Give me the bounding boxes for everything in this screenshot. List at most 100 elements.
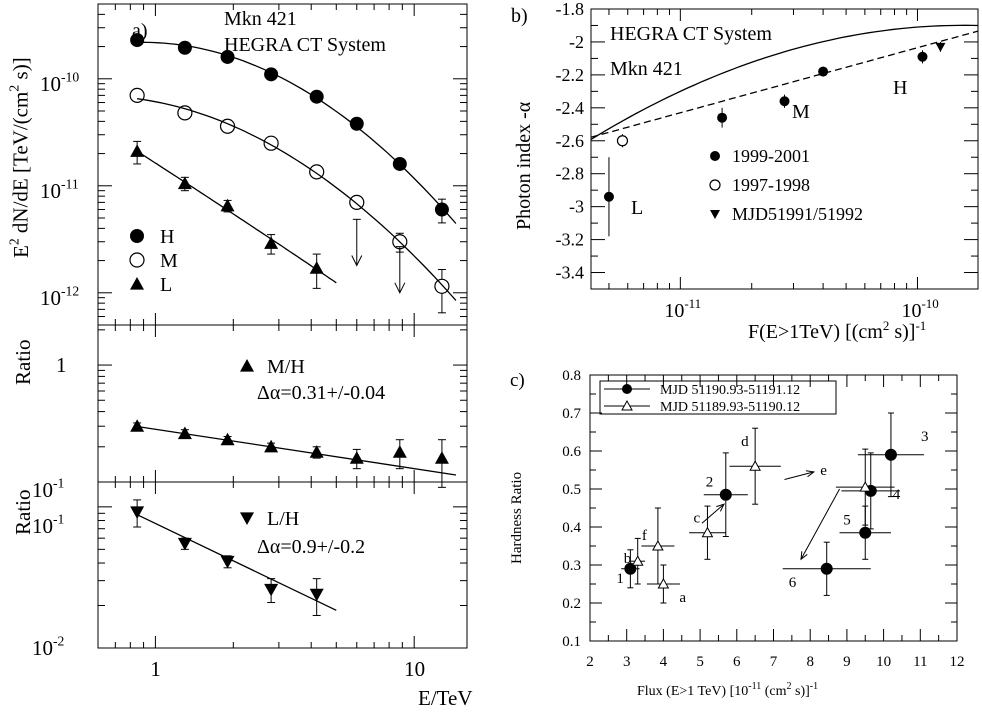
- data-point-L: [264, 236, 279, 249]
- data-point: [820, 562, 833, 575]
- panel-a-mid-ytick-label: 10-1: [32, 476, 64, 502]
- x-tick-label: 10: [404, 657, 425, 681]
- panel-a-top-ytick-label: 10-12: [40, 283, 79, 309]
- trajectory-arrow: [784, 471, 814, 480]
- x-tick-label: 1: [150, 657, 161, 681]
- data-point-1999-2001: [717, 112, 728, 123]
- data-point: [701, 526, 714, 538]
- data-point-H: [177, 40, 192, 55]
- panel-c-legend-box: [599, 380, 837, 415]
- fit-curve-L: [136, 150, 337, 284]
- panel-b-label: b): [511, 5, 528, 27]
- legend-label: H: [160, 226, 174, 248]
- data-point-M/H: [349, 451, 364, 464]
- panel-b-title-line: Mkn 421: [610, 58, 683, 80]
- panel-a-mid-ylabel: Ratio: [11, 340, 35, 386]
- data-point: [719, 488, 732, 501]
- panel-c-xtick-label: 2: [586, 654, 594, 670]
- data-point-1999-2001: [779, 96, 790, 107]
- data-point-1999-2001: [818, 66, 829, 77]
- legend-label: L/H: [267, 508, 299, 530]
- fit-curve-M: [137, 98, 457, 301]
- point-label: 4: [893, 487, 901, 503]
- point-label: 5: [843, 513, 851, 529]
- panel-b-ytick-label: -2.8: [556, 164, 585, 184]
- legend-marker-M: [129, 252, 145, 268]
- data-point-M/H: [220, 432, 235, 446]
- point-label: f: [642, 528, 647, 544]
- fit-line-dashed: [590, 30, 979, 138]
- point-label: c: [693, 511, 700, 527]
- data-point-M/H: [130, 419, 145, 432]
- panel-b-xtick-label: 10-11: [664, 296, 701, 322]
- panel-c-ytick-label: 0.8: [562, 368, 581, 384]
- annotation: Δα=0.31+/-0.04: [257, 382, 385, 404]
- point-label: d: [741, 434, 749, 450]
- point-label: b: [624, 551, 632, 567]
- panel-c-xtick-label: 5: [696, 654, 704, 670]
- panel-c-xtick-label: 9: [843, 654, 851, 670]
- data-point-1997-1998: [616, 135, 629, 147]
- panel-a-title-line: HEGRA CT System: [224, 34, 386, 56]
- panel-c-ytick-label: 0.5: [562, 482, 581, 498]
- fit-curve-H: [137, 41, 457, 224]
- data-point-L/H: [309, 588, 324, 602]
- data-point-M/H: [392, 445, 407, 458]
- data-point-H: [349, 116, 364, 131]
- trajectory-arrow: [800, 488, 840, 560]
- data-point: [884, 448, 897, 461]
- legend-marker-L: [130, 277, 144, 290]
- data-point-M/H: [309, 445, 324, 458]
- data-point-M/H: [434, 451, 449, 464]
- panel-b-title-line: HEGRA CT System: [610, 23, 772, 45]
- panel-a-title-line: Mkn 421: [224, 8, 297, 30]
- data-point: [859, 526, 872, 539]
- fit-curve-solid: [590, 24, 979, 141]
- panel-a-bot-ytick-label: 10-1: [32, 512, 64, 538]
- data-point-M/H: [177, 426, 192, 440]
- panel-c-xtick-label: 10: [876, 654, 891, 670]
- point-label: 2: [706, 475, 714, 491]
- panel-b-xlabel: F(E>1TeV) [(cm2 s)]-1: [748, 318, 926, 343]
- panel-c-ytick-label: 0.2: [562, 596, 581, 612]
- panel-c-xtick-label: 4: [660, 654, 668, 670]
- legend-marker-1997-1998: [709, 179, 721, 191]
- trajectory-arrowhead: [800, 551, 808, 561]
- panel-c-ylabel: Hardness Ratio: [509, 472, 525, 564]
- panel-c-ytick-label: 0.7: [562, 406, 581, 422]
- panel-b-ylabel: Photon index -α: [513, 101, 535, 230]
- panel-c-xlabel: Flux (E>1 TeV) [10-11 (cm2 s)]-1: [637, 681, 818, 699]
- legend-label: M: [160, 250, 178, 272]
- data-point: [859, 481, 872, 492]
- fit-line-L/H: [136, 514, 337, 611]
- legend-marker-MJD 51189.93-51190.12: [621, 399, 633, 411]
- panel-c-xtick-label: 12: [950, 654, 965, 670]
- data-point-MJD51991/51992: [935, 42, 946, 52]
- data-point-L/H: [264, 583, 279, 597]
- data-point-M/H: [264, 439, 279, 453]
- legend-label: MJD 51189.93-51190.12: [660, 400, 800, 415]
- point-label: M: [792, 101, 810, 123]
- panel-a-bot-ytick-label: 10-2: [32, 634, 65, 660]
- panel-b-ytick-label: -3.4: [556, 263, 585, 283]
- data-point: [749, 460, 761, 471]
- data-point: [624, 562, 637, 575]
- annotation: Δα=0.9+/-0.2: [257, 536, 365, 558]
- point-label: L: [631, 197, 643, 219]
- data-point-1999-2001: [603, 191, 614, 202]
- panel-b-ytick-label: -2.2: [556, 65, 585, 85]
- panel-b-frame: [590, 8, 979, 290]
- point-label: 6: [789, 575, 797, 591]
- data-point-M: [129, 87, 145, 103]
- point-label: e: [820, 463, 827, 479]
- data-point-M: [434, 278, 450, 294]
- legend-marker-M/H: [240, 359, 254, 372]
- legend-label: M/H: [267, 356, 305, 378]
- data-point-H: [130, 33, 145, 48]
- upper-limit-arrowhead: [351, 255, 363, 267]
- panel-a-bot-frame: [97, 481, 468, 649]
- panel-a-top-ytick-label: 10-11: [40, 176, 79, 202]
- trajectory-arrow: [701, 503, 725, 524]
- trajectory-arrowhead: [805, 470, 816, 478]
